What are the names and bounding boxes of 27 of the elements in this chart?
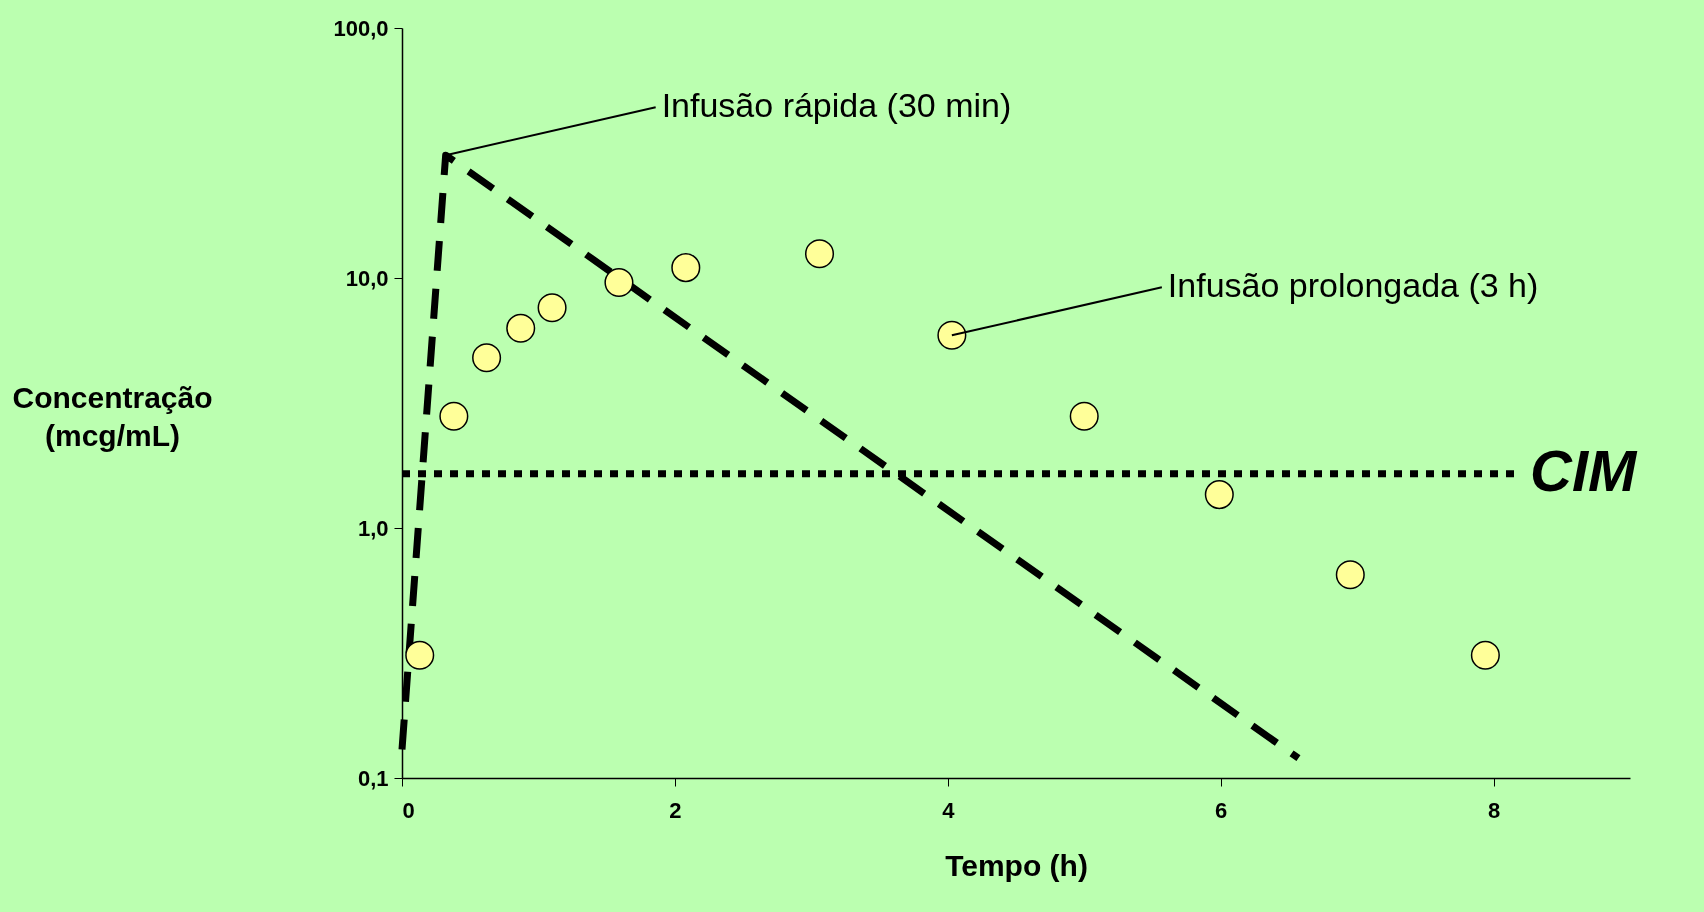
- point: [604, 267, 634, 297]
- x-tick-label: 4: [942, 797, 956, 823]
- y-tick-label: 1,0: [357, 515, 389, 541]
- point: [1069, 401, 1099, 431]
- point: [472, 343, 502, 373]
- point: [405, 640, 435, 670]
- point: [1470, 640, 1500, 670]
- point: [671, 253, 701, 283]
- x-axis-title: Tempo (h): [945, 848, 1088, 882]
- annotation: Infusão rápida (30 min): [661, 86, 1012, 125]
- annotation: Infusão prolongada (3 h): [1167, 266, 1539, 305]
- x-tick-label: 2: [669, 797, 682, 823]
- x-tick-label: 0: [402, 797, 415, 823]
- ref-line-label: CIM: [1530, 437, 1638, 503]
- y-tick-label: 10,0: [345, 265, 389, 291]
- point: [1204, 480, 1234, 510]
- x-tick-label: 6: [1215, 797, 1228, 823]
- point: [439, 401, 469, 431]
- point: [937, 320, 967, 350]
- point: [804, 239, 835, 269]
- point: [537, 293, 567, 323]
- y-axis-title: Concentração (mcg/mL): [12, 380, 213, 452]
- point: [506, 313, 536, 343]
- y-tick-label: 0,1: [357, 765, 389, 791]
- point: [1335, 560, 1365, 590]
- y-tick-label: 100,0: [333, 15, 389, 41]
- x-tick-label: 8: [1487, 797, 1501, 823]
